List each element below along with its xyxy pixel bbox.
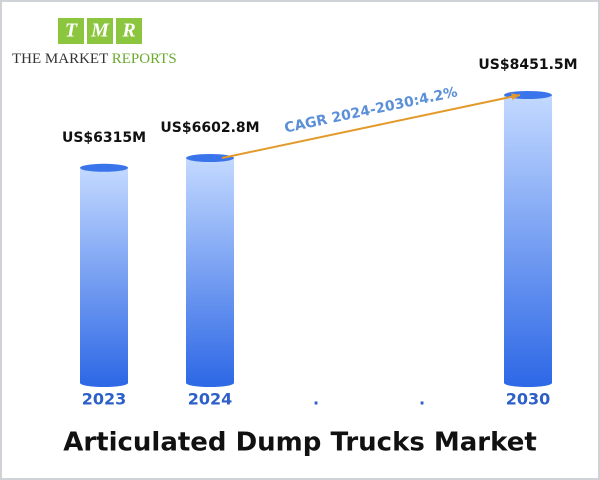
logo-text-dark: THE MARKET <box>12 51 108 67</box>
logo-letter: T <box>65 20 78 42</box>
bar <box>80 167 128 383</box>
bar-top <box>80 163 128 172</box>
cagr-arrow <box>221 94 521 159</box>
x-tick-label: . <box>313 390 319 409</box>
chart-title: Articulated Dump Trucks Market <box>63 428 537 458</box>
x-tick-label: . <box>419 390 425 409</box>
cagr-arrowhead <box>511 93 520 101</box>
logo-box <box>87 18 113 44</box>
value-label: US$6315M <box>62 130 146 146</box>
x-tick-label: 2030 <box>506 390 551 409</box>
logo-text-green: REPORTS <box>112 51 177 67</box>
value-label: US$8451.5M <box>478 57 577 73</box>
logo-box <box>116 18 142 44</box>
bar-top <box>186 153 234 162</box>
x-tick-label: 2024 <box>188 390 233 409</box>
logo: T M R THE MARKET REPORTS <box>12 18 177 67</box>
logo-text: THE MARKET REPORTS <box>12 51 177 67</box>
bar <box>186 157 234 383</box>
x-tick-label: 2023 <box>82 390 127 409</box>
bar <box>504 95 552 383</box>
logo-letter: M <box>90 20 110 42</box>
logo-box <box>58 18 84 44</box>
value-label: US$6602.8M <box>160 120 259 136</box>
logo-letter: R <box>121 20 135 42</box>
